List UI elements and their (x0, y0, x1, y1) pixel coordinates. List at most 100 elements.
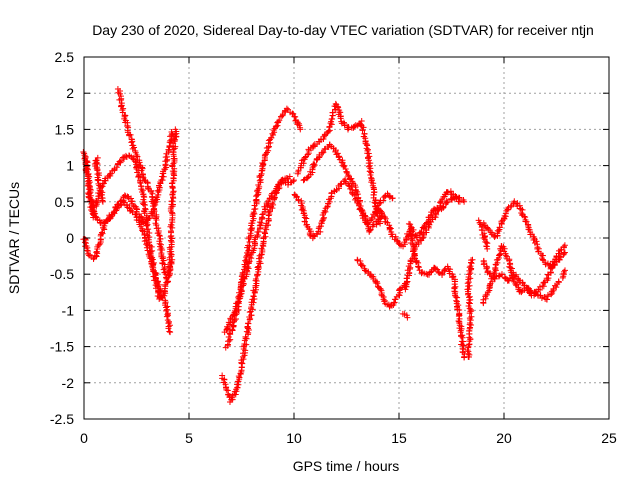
data-point (531, 290, 538, 297)
data-point (139, 173, 146, 180)
x-tick-label: 0 (80, 430, 88, 446)
data-point (241, 268, 248, 275)
data-point (300, 177, 307, 184)
data-point (319, 149, 326, 156)
data-point (352, 187, 359, 194)
data-point (453, 297, 460, 304)
data-point (160, 257, 167, 264)
data-point (256, 219, 263, 226)
data-point (306, 231, 313, 238)
data-point (237, 370, 244, 377)
data-point (122, 112, 129, 119)
y-tick-label: -1 (62, 302, 75, 318)
data-point (103, 217, 110, 224)
data-point (291, 177, 297, 184)
y-tick-label: 2 (66, 85, 74, 101)
data-point (559, 274, 566, 281)
satellite-track (80, 197, 174, 336)
data-point (248, 312, 255, 319)
satellite-track (91, 154, 106, 205)
satellite-track (402, 188, 463, 293)
data-point (99, 230, 106, 237)
data-point (273, 123, 280, 130)
data-point (415, 263, 422, 270)
data-point (159, 246, 166, 253)
data-point (422, 226, 429, 233)
data-point (544, 296, 551, 303)
data-point (538, 294, 545, 301)
data-point (467, 306, 474, 313)
data-point (167, 259, 174, 266)
data-point (250, 299, 257, 306)
data-point (371, 189, 378, 196)
data-point (409, 228, 416, 235)
data-point (224, 325, 231, 332)
x-tick-label: 25 (601, 430, 617, 446)
data-point (390, 299, 397, 306)
data-point (295, 196, 302, 203)
data-point (164, 303, 171, 310)
data-point (502, 210, 509, 217)
data-point (547, 261, 554, 268)
data-point (113, 164, 120, 171)
y-axis-label: SDTVAR / TECUs (6, 182, 22, 294)
satellite-track (399, 310, 411, 321)
data-point (392, 233, 399, 240)
data-point (343, 168, 350, 175)
data-point (469, 256, 476, 263)
data-point (160, 266, 167, 273)
data-point (549, 265, 556, 272)
y-tick-label: -1.5 (50, 339, 74, 355)
data-point (156, 232, 163, 239)
y-tick-label: 0.5 (55, 194, 75, 210)
data-point (514, 281, 521, 288)
data-point (223, 386, 230, 393)
data-point (415, 264, 422, 271)
data-point (128, 139, 135, 146)
data-point (276, 117, 283, 124)
data-point (271, 194, 278, 201)
data-point (359, 127, 366, 134)
data-point (555, 278, 562, 285)
data-point (364, 142, 371, 149)
data-point (170, 188, 177, 195)
satellite-track (114, 85, 171, 285)
satellite-track (166, 126, 180, 278)
data-point (237, 279, 244, 286)
data-point (242, 333, 249, 340)
data-point (158, 177, 165, 184)
data-point (269, 200, 276, 207)
data-point (135, 173, 142, 180)
data-point (407, 221, 414, 228)
data-point (242, 347, 249, 354)
data-point (117, 198, 124, 205)
data-point (252, 275, 259, 282)
data-point (266, 204, 273, 211)
data-point (443, 197, 450, 204)
data-point (167, 329, 174, 336)
data-point (163, 313, 170, 320)
data-point (392, 296, 399, 303)
data-point (420, 230, 427, 237)
data-point (377, 220, 384, 227)
satellite-track (559, 267, 569, 281)
data-point (252, 205, 259, 212)
y-tick-label: -2 (62, 375, 75, 391)
satellite-track (480, 198, 568, 272)
y-tick-label: 1 (66, 158, 74, 174)
data-point (162, 271, 169, 278)
data-point (466, 294, 473, 301)
data-point (254, 187, 261, 194)
data-point (364, 220, 371, 227)
data-point (518, 289, 525, 296)
data-point (441, 267, 448, 274)
data-point (379, 292, 386, 299)
data-point (225, 333, 232, 340)
data-point (444, 199, 451, 206)
data-point (506, 257, 513, 264)
data-point (328, 121, 335, 128)
data-point (286, 173, 293, 180)
data-point (146, 247, 153, 254)
data-point (290, 178, 297, 185)
data-point (171, 136, 178, 143)
